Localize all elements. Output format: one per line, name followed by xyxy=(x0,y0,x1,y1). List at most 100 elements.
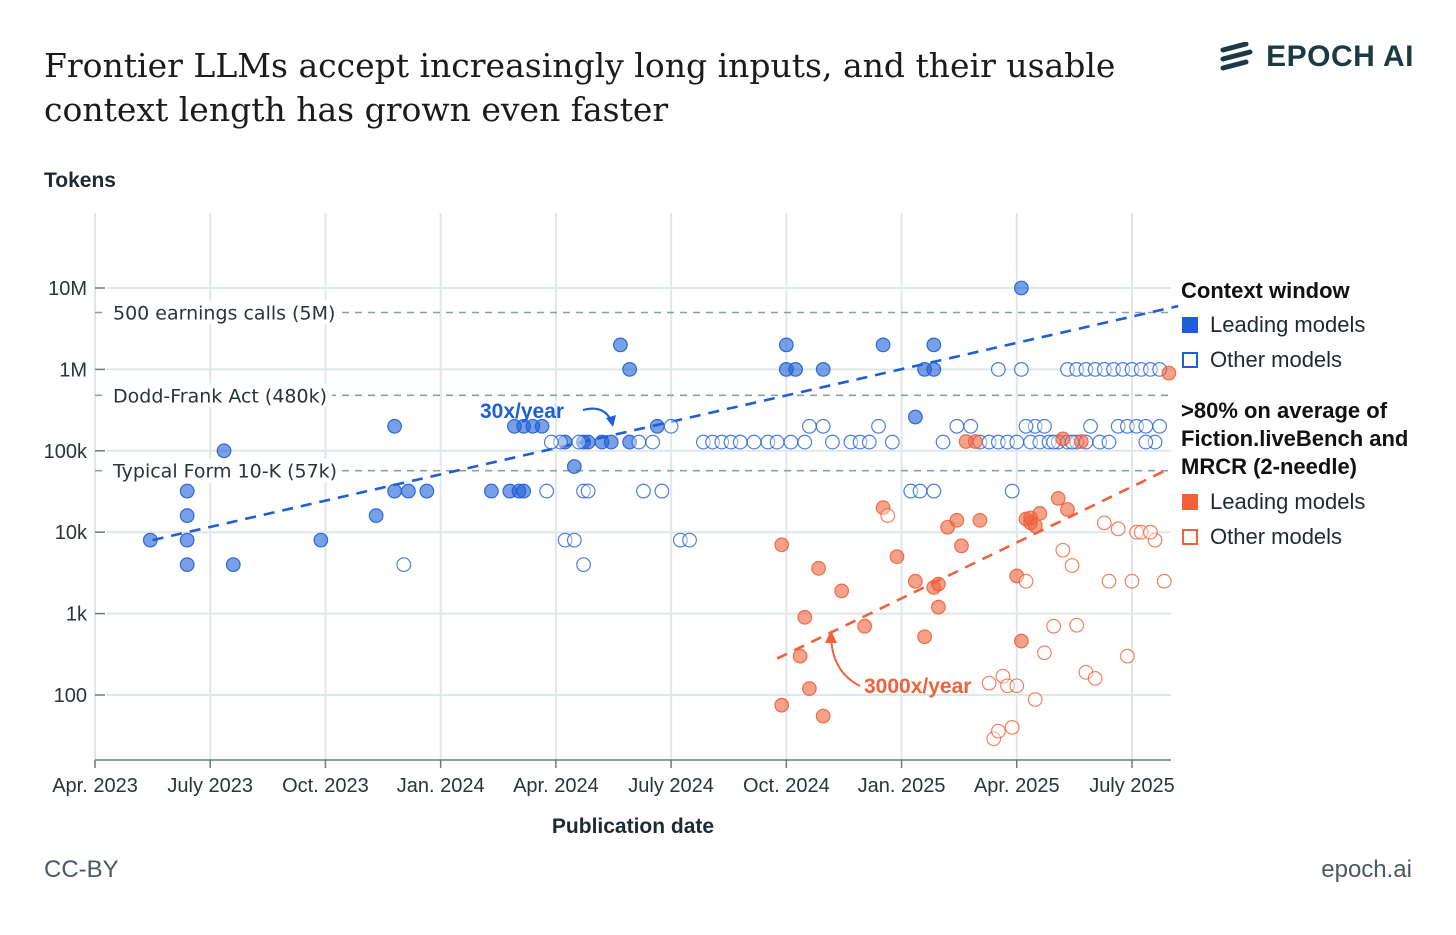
usable-leading-point xyxy=(1161,365,1177,381)
context-other-point xyxy=(1013,362,1029,377)
context-other-point xyxy=(861,434,877,450)
usable-other-point xyxy=(981,675,997,691)
context-other-point xyxy=(580,483,596,499)
usable-other-point xyxy=(1069,617,1085,633)
legend-swatch-context-other xyxy=(1182,352,1198,368)
usable-other-point xyxy=(1124,573,1140,589)
context-other-point xyxy=(543,434,559,450)
reference-label: 500 earnings calls (5M) xyxy=(113,303,335,325)
trend-label-3000x-arrowhead xyxy=(825,630,837,643)
legend-title-context: Context window xyxy=(1181,278,1351,303)
legend-swatch-usable-other xyxy=(1182,529,1198,545)
x-tick-label: July 2023 xyxy=(167,775,253,797)
x-tick-label: Apr. 2023 xyxy=(52,775,138,797)
context-leading-point xyxy=(368,508,384,523)
context-other-point xyxy=(396,557,412,572)
annotations: 30x/year 3000x/year xyxy=(480,400,971,698)
x-tick-label: Jan. 2024 xyxy=(397,775,485,797)
brand-name: EPOCH AI xyxy=(1266,40,1414,73)
usable-leading-point xyxy=(857,618,873,634)
usable-leading-point xyxy=(931,576,946,592)
y-tick-label: 10M xyxy=(48,278,87,300)
legend-title-usable-line: >80% on average of xyxy=(1181,398,1388,423)
legend-title-usable-line: Fiction.liveBench and xyxy=(1181,426,1408,451)
usable-leading-point xyxy=(972,512,988,528)
y-tick-label: 1M xyxy=(59,359,87,381)
context-leading-point xyxy=(387,483,402,499)
context-other-point xyxy=(884,434,900,450)
brand-logo: EPOCH AI xyxy=(1220,40,1414,74)
x-tick-label: Apr. 2025 xyxy=(974,775,1060,797)
context-other-point xyxy=(1004,483,1020,499)
usable-other-point xyxy=(1143,524,1158,540)
site-link[interactable]: epoch.ai xyxy=(1321,856,1412,883)
context-leading-point xyxy=(926,362,942,377)
usable-leading-point xyxy=(1027,518,1043,534)
context-leading-point xyxy=(566,459,582,474)
usable-leading-point xyxy=(815,708,831,724)
context-leading-point xyxy=(142,532,158,548)
x-tick-label: July 2024 xyxy=(628,775,714,797)
context-other-point xyxy=(935,434,951,450)
context-other-point xyxy=(663,418,679,434)
trend-label-30x: 30x/year xyxy=(480,400,564,423)
legend-swatch-usable-leading xyxy=(1182,494,1198,510)
context-other-point xyxy=(1009,434,1025,450)
context-other-point xyxy=(1018,418,1034,434)
usable-other-point xyxy=(1027,692,1043,707)
usable-other-point xyxy=(1064,558,1080,573)
context-leading-point xyxy=(875,337,891,353)
context-other-point xyxy=(871,418,886,434)
legend-label-usable-leading: Leading models xyxy=(1210,489,1365,514)
y-tick-label: 1k xyxy=(66,604,88,626)
context-leading-point xyxy=(313,532,329,548)
context-other-point xyxy=(576,557,591,572)
trend-label-3000x-arrow xyxy=(830,635,861,687)
usable-other-point xyxy=(990,723,1006,739)
x-tick-label: Apr. 2024 xyxy=(513,775,599,797)
usable-leading-point xyxy=(954,538,969,554)
context-leading-point xyxy=(516,483,532,499)
usable-trend-line xyxy=(776,467,1170,660)
usable-other-point xyxy=(986,731,1002,747)
usable-leading-point xyxy=(801,681,817,696)
context-other-point xyxy=(682,532,697,548)
context-other-point xyxy=(1083,418,1098,434)
context-other-point xyxy=(783,434,799,450)
usable-leading-point xyxy=(917,629,932,645)
context-leading-point xyxy=(815,362,831,377)
usable-leading-point xyxy=(774,537,790,553)
context-other-point xyxy=(963,418,979,434)
usable-leading-point xyxy=(792,648,808,664)
axes: Apr. 2023 July 2023 Oct. 2023 Jan. 2024 Apr.… xyxy=(44,169,1175,838)
x-tick-label: Oct. 2024 xyxy=(743,775,830,797)
context-trend-line xyxy=(152,304,1179,542)
usable-other-point xyxy=(1004,719,1020,735)
legend-label-context-leading: Leading models xyxy=(1210,312,1365,337)
context-other-point xyxy=(645,434,661,450)
license-label: CC-BY xyxy=(44,856,119,883)
context-leading-point xyxy=(179,532,195,548)
context-other-point xyxy=(815,418,831,434)
data-points xyxy=(142,280,1177,747)
y-tick-label: 10k xyxy=(55,522,88,544)
context-other-point xyxy=(1138,418,1154,434)
y-tick-label: 100 xyxy=(54,685,87,707)
context-other-point xyxy=(825,434,840,450)
legend-label-usable-other: Other models xyxy=(1210,524,1342,549)
usable-other-point xyxy=(1119,648,1135,664)
usable-leading-point xyxy=(1032,506,1048,521)
usable-leading-point xyxy=(1050,491,1066,506)
usable-leading-point xyxy=(931,599,946,615)
context-leading-point xyxy=(778,337,794,353)
usable-leading-point xyxy=(907,573,923,589)
usable-leading-point xyxy=(774,697,790,713)
context-other-point xyxy=(1101,434,1117,450)
usable-other-point xyxy=(1110,521,1126,537)
context-other-point xyxy=(990,362,1006,377)
context-leading-point xyxy=(613,337,628,353)
epoch-logo-icon xyxy=(1220,42,1253,71)
context-leading-point xyxy=(603,434,619,450)
context-leading-point xyxy=(216,443,232,459)
context-other-point xyxy=(797,434,813,450)
